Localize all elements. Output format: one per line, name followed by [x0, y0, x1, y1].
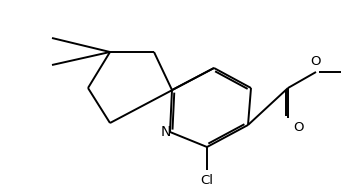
Text: O: O — [293, 121, 303, 134]
Text: O: O — [311, 55, 321, 68]
Text: Cl: Cl — [201, 174, 213, 187]
Text: N: N — [161, 125, 171, 139]
